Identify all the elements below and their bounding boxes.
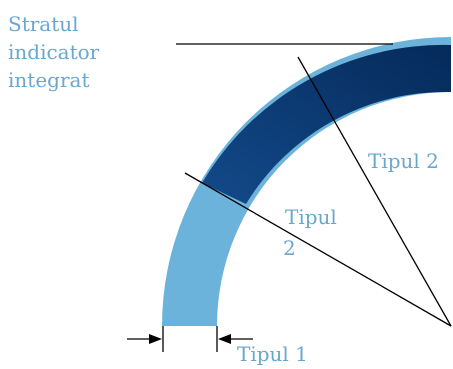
type2-inner-line: [184, 172, 452, 327]
type2-inner-label-line2: 2: [283, 236, 296, 260]
type1-arrow-right-head: [218, 334, 231, 344]
type2-inner-label-line1: Tipul: [285, 205, 337, 229]
type1-label: Tipul 1: [237, 342, 308, 366]
integrated-layer-label-line1: Stratul: [8, 12, 79, 36]
type1-arrow-left-head: [149, 334, 162, 344]
dark-band: [202, 44, 451, 204]
integrated-layer-label-line3: integrat: [8, 68, 90, 92]
type2-outer-label: Tipul 2: [368, 149, 439, 173]
type2-outer-line: [297, 56, 452, 327]
integrated-layer-label-line2: indicator: [8, 40, 100, 64]
